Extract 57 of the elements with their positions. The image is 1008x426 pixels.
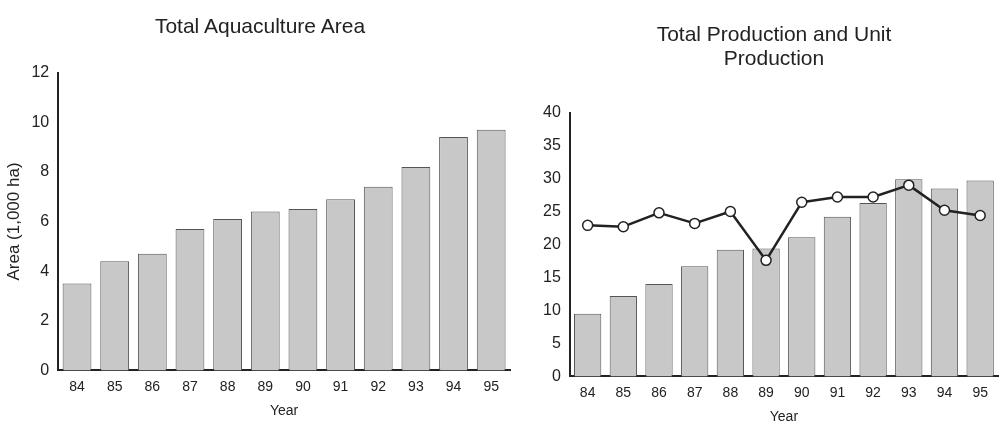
y-tick-label: 4 (40, 261, 50, 279)
x-tick-label: 88 (722, 383, 739, 400)
y-tick-label: 30 (543, 168, 561, 186)
x-tick-label: 94 (445, 377, 462, 394)
y-tick-label: 0 (40, 360, 50, 378)
x-tick-label: 90 (295, 377, 311, 394)
x-tick-label: 93 (901, 383, 917, 400)
x-tick-label: 89 (758, 383, 775, 400)
y-axis-title: Area (1,000 ha) (3, 162, 23, 281)
y-tick-label: 12 (31, 63, 50, 81)
x-tick-label: 95 (483, 377, 500, 394)
chart-title: Total Production and Unit Production (655, 21, 893, 71)
point (974, 209, 986, 222)
point (724, 205, 737, 218)
y-tick-label: 15 (543, 267, 561, 285)
y-tick-label: 35 (543, 135, 561, 153)
x-tick-label: 87 (182, 377, 198, 394)
x-tick-label: 86 (651, 383, 667, 400)
x-axis-title: Year (769, 408, 799, 425)
y-tick-label: 0 (551, 366, 561, 384)
point (795, 196, 808, 209)
x-tick-label: 86 (144, 377, 161, 394)
point (938, 204, 951, 216)
point (903, 179, 915, 191)
x-tick-label: 91 (829, 383, 846, 400)
x-axis-title: Year (269, 402, 299, 419)
x-tick-label: 95 (972, 383, 989, 400)
y-tick-label: 8 (40, 162, 50, 180)
x-tick-label: 90 (793, 383, 810, 400)
x-tick-label: 87 (686, 383, 703, 400)
x-tick-label: 85 (615, 383, 632, 400)
x-tick-label: 88 (219, 377, 236, 394)
point (688, 217, 701, 230)
point (867, 191, 879, 203)
x-tick-label: 94 (936, 383, 953, 400)
point (581, 219, 594, 232)
y-tick-label: 10 (31, 112, 50, 130)
x-tick-label: 85 (106, 377, 123, 394)
x-tick-label: 93 (408, 377, 424, 394)
x-tick-label: 92 (370, 377, 387, 394)
y-tick-label: 6 (40, 211, 50, 229)
point (760, 254, 772, 267)
point (617, 220, 630, 233)
point (653, 207, 665, 219)
x-tick-label: 91 (332, 377, 349, 394)
x-tick-label: 92 (865, 383, 882, 400)
y-tick-label: 40 (543, 103, 561, 121)
point (831, 191, 844, 203)
x-tick-label: 84 (579, 383, 596, 400)
chart-title: Total Aquaculture Area (153, 13, 367, 39)
x-tick-label: 84 (69, 377, 86, 394)
y-tick-label: 10 (543, 300, 561, 318)
x-tick-label: 89 (257, 377, 274, 394)
y-tick-label: 5 (551, 333, 561, 351)
y-tick-label: 2 (40, 311, 50, 329)
y-tick-label: 25 (543, 201, 561, 219)
y-tick-label: 20 (543, 234, 561, 252)
